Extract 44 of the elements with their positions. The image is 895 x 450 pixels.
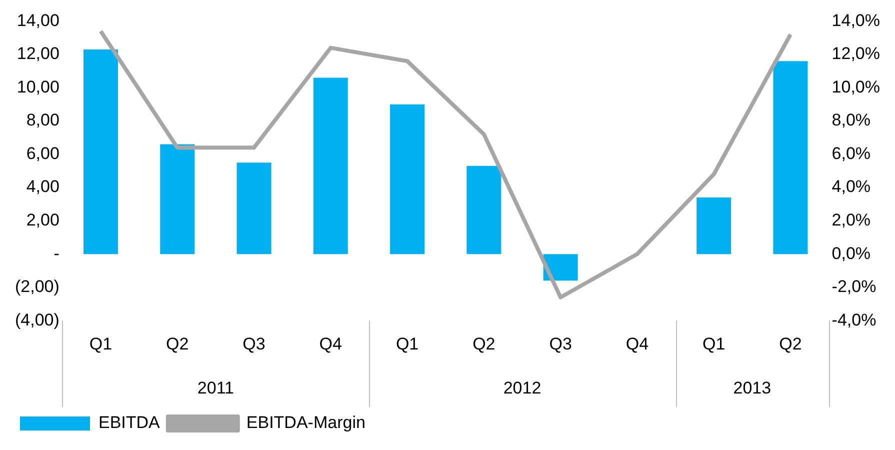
bar [466, 166, 502, 254]
bar [83, 49, 118, 254]
bar [390, 104, 425, 254]
bar [160, 144, 195, 254]
x-tick-label: Q4 [319, 334, 342, 354]
x-tick-label: Q4 [626, 334, 649, 354]
bar [773, 61, 808, 254]
y-tick-label: (2,00) [14, 277, 60, 296]
x-tick-label: Q1 [702, 334, 726, 354]
x-tick-label: Q3 [549, 334, 572, 354]
legend-label: EBITDA [98, 413, 161, 432]
x-tick-label: Q2 [166, 334, 189, 354]
y2-tick-label: 0,0% [832, 244, 871, 263]
legend-label: EBITDA-Margin [246, 413, 366, 432]
y-tick-label: 10,00 [16, 77, 60, 96]
x-tick-label: Q3 [242, 334, 266, 354]
y-tick-label: 6,00 [26, 144, 60, 163]
y-tick-label: 2,00 [26, 210, 60, 230]
y2-tick-label: -4,0% [832, 310, 876, 330]
text: 2011 [197, 378, 234, 398]
y-tick-label: 8,00 [26, 110, 60, 130]
y2-tick-label: 8,0% [832, 110, 871, 130]
bar [313, 78, 348, 254]
x-tick-label: Q1 [396, 334, 419, 354]
x-tick-label: Q2 [779, 334, 802, 354]
y2-tick-label: 12,0% [832, 44, 880, 64]
y-tick-label: - [54, 244, 60, 263]
x-tick-label: Q1 [89, 334, 112, 354]
text: 2013 [733, 378, 772, 398]
y-tick-label: 4,00 [26, 177, 60, 196]
y2-tick-label: 2,0% [832, 210, 871, 230]
y2-tick-label: -2,0% [832, 277, 876, 296]
text: 2012 [503, 378, 542, 398]
bar [543, 254, 578, 281]
y-tick-label: 14,00 [16, 10, 60, 30]
x-tick-label: Q2 [472, 334, 496, 354]
y2-tick-label: 10,0% [832, 77, 880, 96]
bar [696, 198, 732, 254]
y2-tick-label: 14,0% [832, 10, 880, 30]
y-tick-label: 12,00 [16, 44, 60, 64]
y2-tick-label: 6,0% [832, 144, 871, 163]
bar [236, 162, 272, 254]
y-tick-label: (4,00) [14, 310, 60, 330]
y2-tick-label: 4,0% [832, 177, 871, 196]
